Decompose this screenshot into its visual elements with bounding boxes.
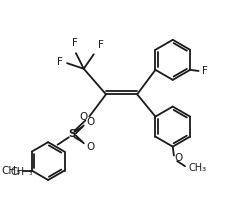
Text: CH₃: CH₃ — [188, 163, 207, 174]
Text: S: S — [68, 129, 75, 139]
Text: O: O — [174, 153, 183, 163]
Text: CH₃: CH₃ — [1, 166, 20, 176]
Text: F: F — [98, 40, 104, 50]
Text: F: F — [57, 57, 63, 67]
Text: O: O — [87, 117, 95, 127]
Text: O: O — [79, 112, 88, 122]
Text: CH: CH — [11, 167, 25, 177]
Text: F: F — [72, 38, 78, 48]
Text: F: F — [202, 66, 208, 76]
Text: O: O — [87, 142, 95, 152]
Text: ₃: ₃ — [28, 168, 32, 177]
